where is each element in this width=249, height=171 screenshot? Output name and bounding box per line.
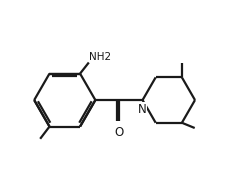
Text: N: N xyxy=(138,103,146,116)
Text: NH2: NH2 xyxy=(89,52,111,62)
Text: O: O xyxy=(114,126,123,139)
Text: N: N xyxy=(138,103,146,116)
